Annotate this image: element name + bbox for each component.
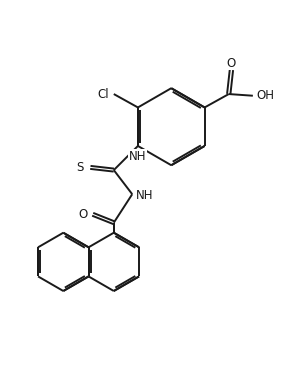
Text: Cl: Cl (97, 88, 109, 101)
Text: NH: NH (136, 189, 154, 202)
Text: O: O (78, 208, 87, 221)
Text: NH: NH (129, 150, 146, 163)
Text: OH: OH (257, 89, 274, 102)
Text: O: O (227, 57, 236, 70)
Text: S: S (77, 161, 84, 174)
